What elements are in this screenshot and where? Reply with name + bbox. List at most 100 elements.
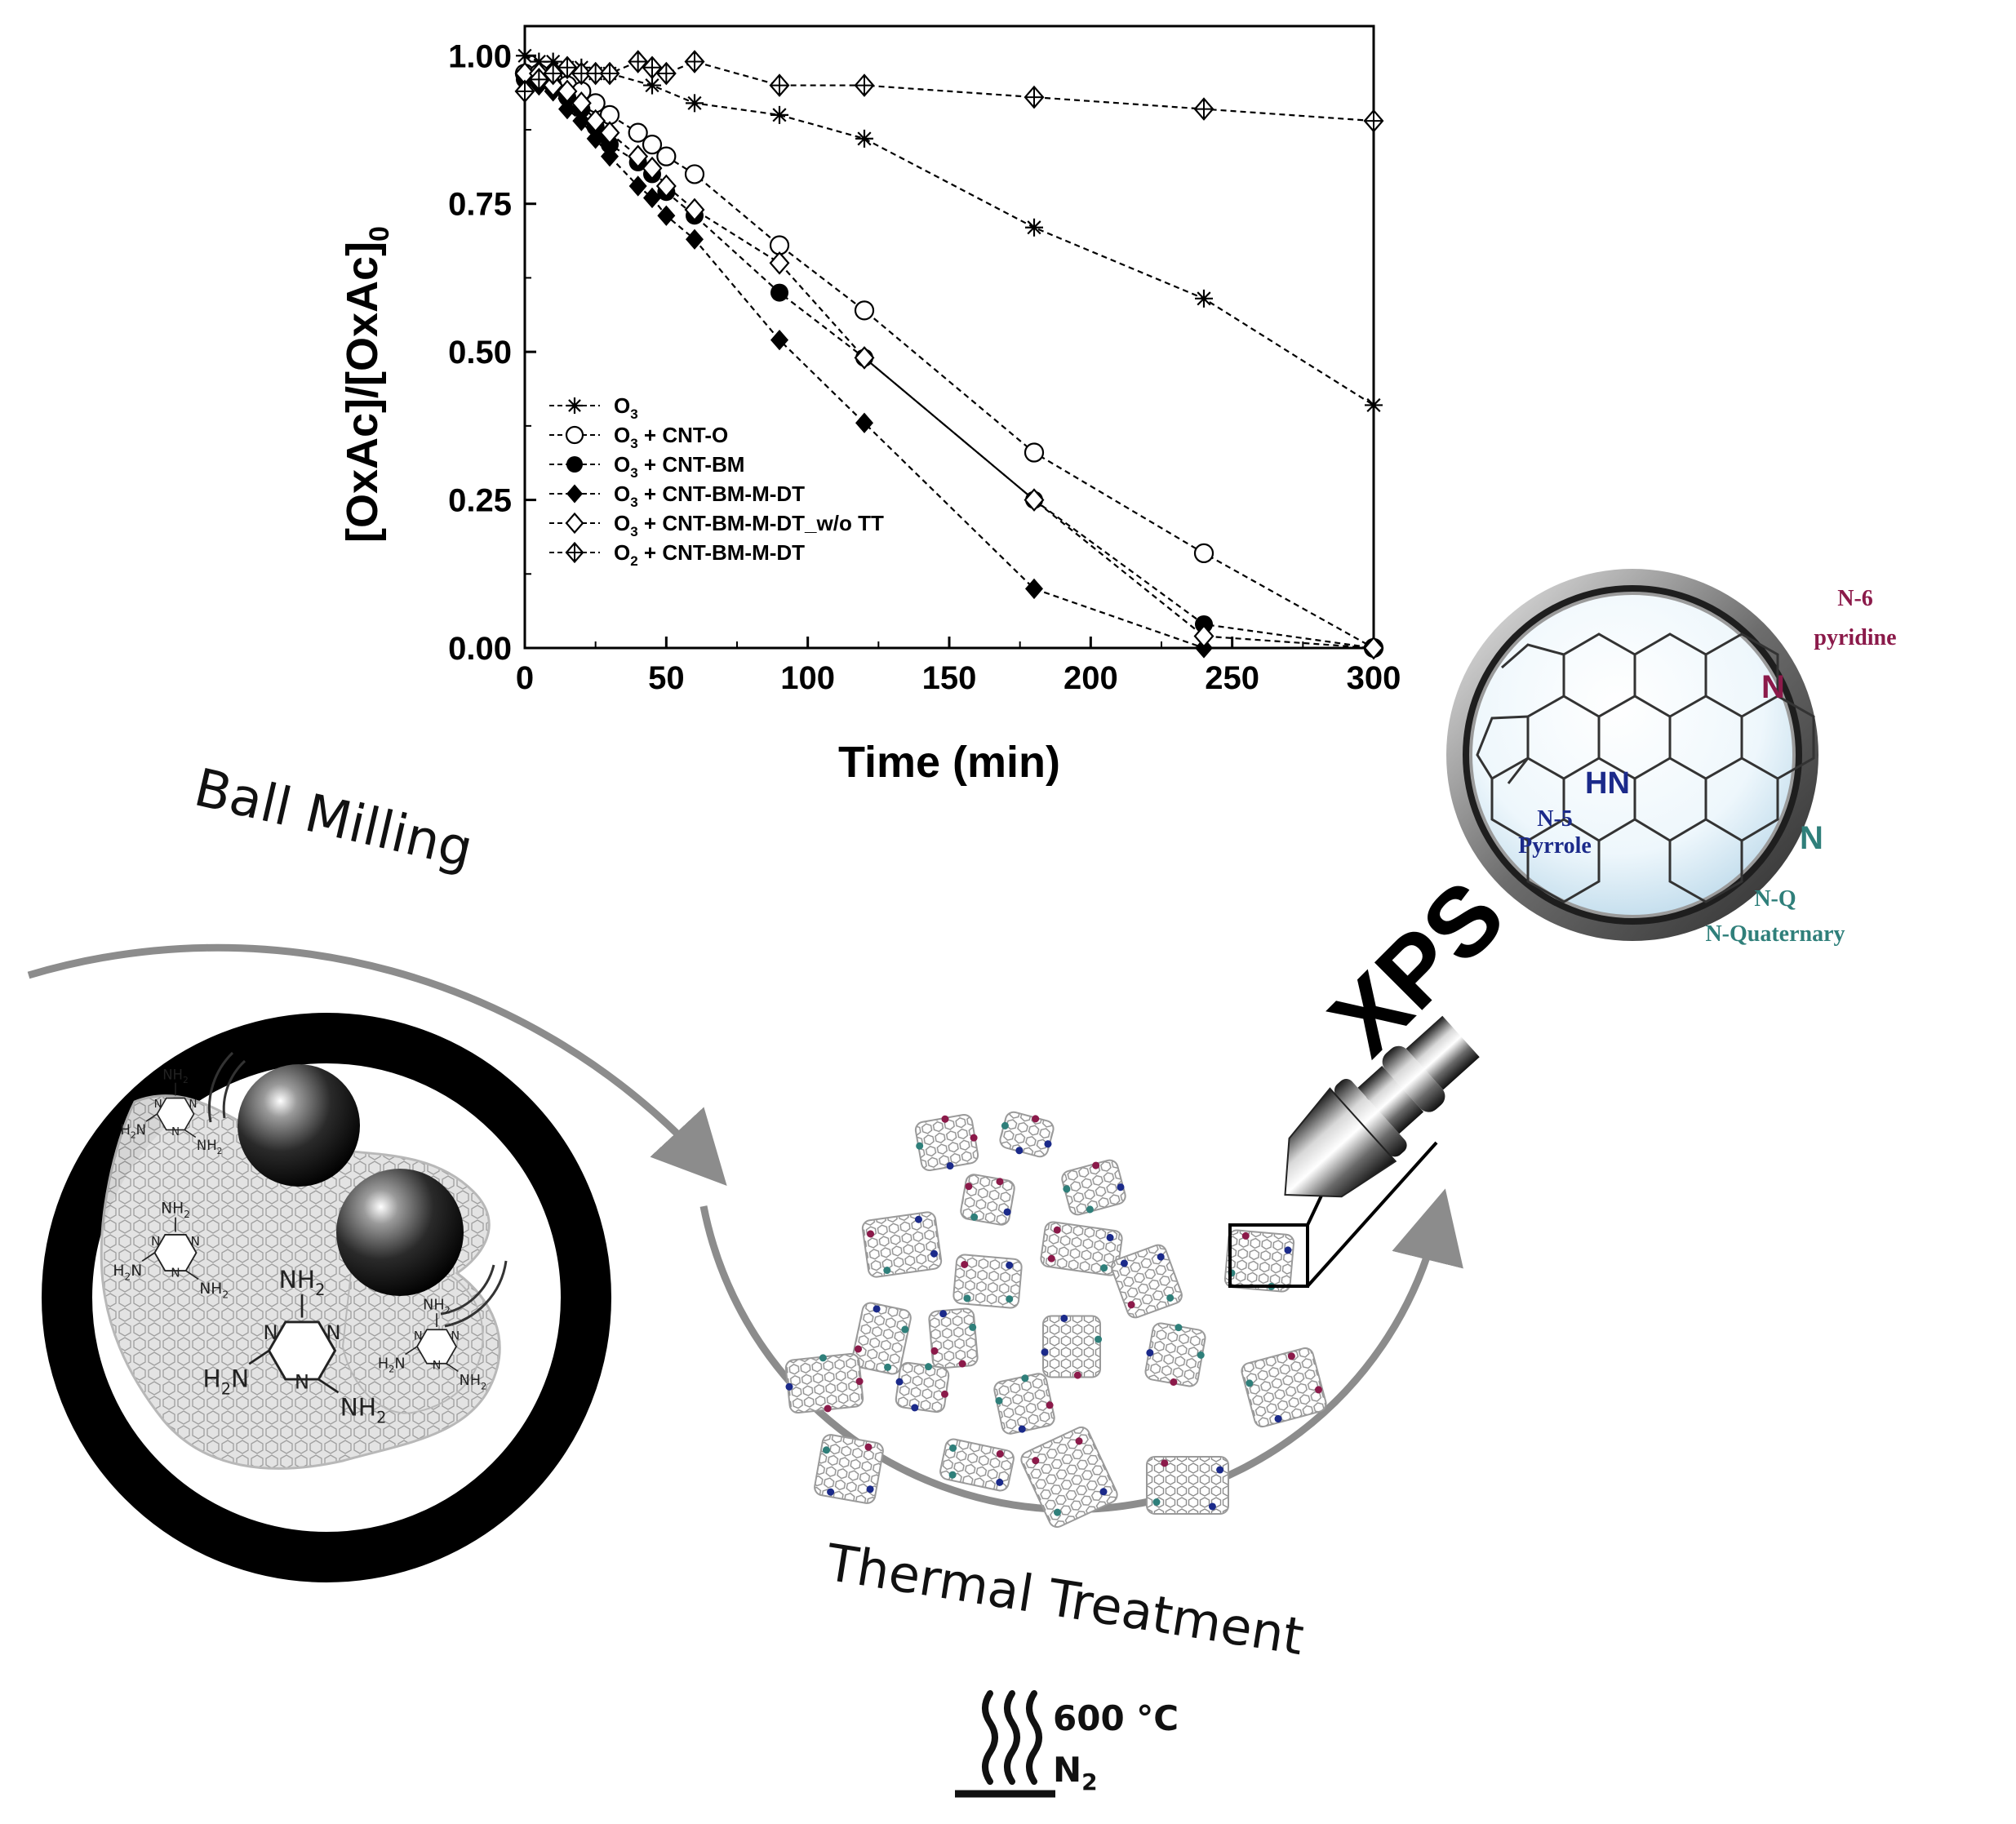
nitrogen-dot <box>1047 1254 1055 1263</box>
nitrogen-dot <box>855 1345 863 1353</box>
legend-label: O2 + CNT-BM-M-DT <box>614 540 805 569</box>
legend-item: O3 + CNT-BM <box>549 452 744 481</box>
series-line <box>524 55 1374 406</box>
x-axis-label: Time (min) <box>838 738 1060 787</box>
nitrogen-dot <box>1006 1295 1014 1303</box>
nitrogen-label: N <box>326 1320 340 1344</box>
data-point <box>544 52 562 71</box>
nitrogen-label: N <box>263 1320 278 1344</box>
n-doped-structure <box>1476 632 1815 903</box>
nitrogen-dot <box>1106 1233 1114 1241</box>
temperature-label: 600 °C <box>1053 1698 1179 1738</box>
magnifier-handle <box>1284 1015 1480 1198</box>
x-tick-label: 100 <box>780 660 835 696</box>
data-point <box>1193 97 1214 121</box>
milling-ball <box>238 1064 360 1187</box>
data-point <box>571 91 592 115</box>
cnt-fragment <box>999 1111 1055 1158</box>
cnt-fragment <box>814 1434 884 1504</box>
data-point <box>566 456 583 473</box>
nitrogen-dot <box>1032 1457 1040 1465</box>
nitrogen-dot <box>1246 1379 1254 1387</box>
data-point <box>557 79 578 104</box>
nitrogen-dot <box>1287 1352 1295 1360</box>
nitrogen-dot <box>965 1183 973 1191</box>
data-point <box>643 187 661 209</box>
nitrogen-dot <box>1120 1259 1128 1267</box>
nitrogen-dot <box>963 1294 971 1303</box>
nitrogen-label: N <box>171 1125 180 1138</box>
amine-label: NH2 <box>460 1373 487 1391</box>
nitrogen-dot <box>941 1390 949 1398</box>
legend-item: O2 + CNT-BM-M-DT <box>549 540 805 569</box>
data-point <box>684 50 705 73</box>
data-point <box>601 146 619 167</box>
nitrogen-dot <box>822 1446 830 1454</box>
data-point <box>566 397 583 414</box>
cnt-fragment <box>1223 1229 1295 1293</box>
nitrogen-dot <box>916 1142 924 1150</box>
data-point <box>684 164 705 184</box>
nitrogen-dot <box>1073 1371 1081 1379</box>
amine-label: NH2 <box>340 1394 387 1427</box>
legend-label: O3 + CNT-BM <box>614 452 744 481</box>
nitrogen-dot <box>1095 1335 1103 1343</box>
cnt-fragment <box>895 1361 950 1413</box>
thermal-treatment-label: Thermal Treatment <box>822 1533 1308 1667</box>
milling-ball <box>336 1169 464 1296</box>
nitrogen-dot <box>969 1323 977 1331</box>
data-point <box>599 61 620 86</box>
data-point <box>854 73 875 97</box>
data-point <box>642 156 663 180</box>
x-tick-labels: 0 50 100 150 200 250 300 <box>516 660 1401 696</box>
data-point <box>516 47 534 65</box>
y-tick-label: 0.25 <box>448 483 512 519</box>
legend-item: O3 <box>549 393 638 422</box>
amine-label: H2N <box>120 1122 146 1141</box>
n6-name: pyridine <box>1814 625 1896 650</box>
series-diamond-open <box>514 61 1384 660</box>
nq-atom: N <box>1800 820 1823 856</box>
cnt-fragment <box>1111 1244 1183 1319</box>
cnt-fragment <box>928 1307 979 1369</box>
cnt-fragment <box>1041 1314 1103 1379</box>
data-point <box>769 251 790 275</box>
amine-label: H2N <box>378 1356 406 1374</box>
data-point <box>770 329 788 351</box>
data-point <box>543 61 564 86</box>
nitrogen-dot <box>895 1378 904 1386</box>
nitrogen-dot <box>1241 1232 1250 1240</box>
cnt-fragment <box>952 1254 1023 1309</box>
amine-label: H2N <box>113 1263 142 1283</box>
cnt-fragment <box>1020 1426 1118 1529</box>
cnt-fragment <box>1040 1221 1123 1276</box>
nitrogen-label: N <box>190 1234 199 1249</box>
nitrogen-dot <box>884 1363 892 1371</box>
motion-lines <box>207 1051 508 1328</box>
nitrogen-dot <box>1152 1498 1161 1507</box>
heat-icon <box>982 1690 1042 1785</box>
nitrogen-dot <box>996 1450 1004 1458</box>
amine-label: NH2 <box>279 1266 326 1299</box>
zoom-line <box>1306 1141 1438 1288</box>
nitrogen-dot <box>925 1363 933 1371</box>
n5-code: N-5 <box>1537 806 1573 832</box>
data-point <box>855 412 873 433</box>
data-point <box>642 55 663 80</box>
y-axis-label-main: [OxAc]/[OxAc] <box>338 242 387 543</box>
y-tick-label: 0.00 <box>448 631 512 667</box>
thermal-treatment-stage: Thermal Treatment 600 °C N2 <box>699 1111 1463 1798</box>
nitrogen-dot <box>883 1267 891 1275</box>
nitrogen-dot <box>1053 1226 1061 1234</box>
nitrogen-dot <box>1032 1115 1040 1123</box>
nitrogen-dot <box>1146 1349 1154 1357</box>
cnt-fragment <box>784 1352 864 1414</box>
y-tick-labels: 0.00 0.25 0.50 0.75 1.00 <box>448 38 512 667</box>
nitrogen-dot <box>930 1249 939 1258</box>
legend-item: O3 + CNT-O <box>549 423 728 451</box>
milling-jar <box>42 1013 611 1582</box>
